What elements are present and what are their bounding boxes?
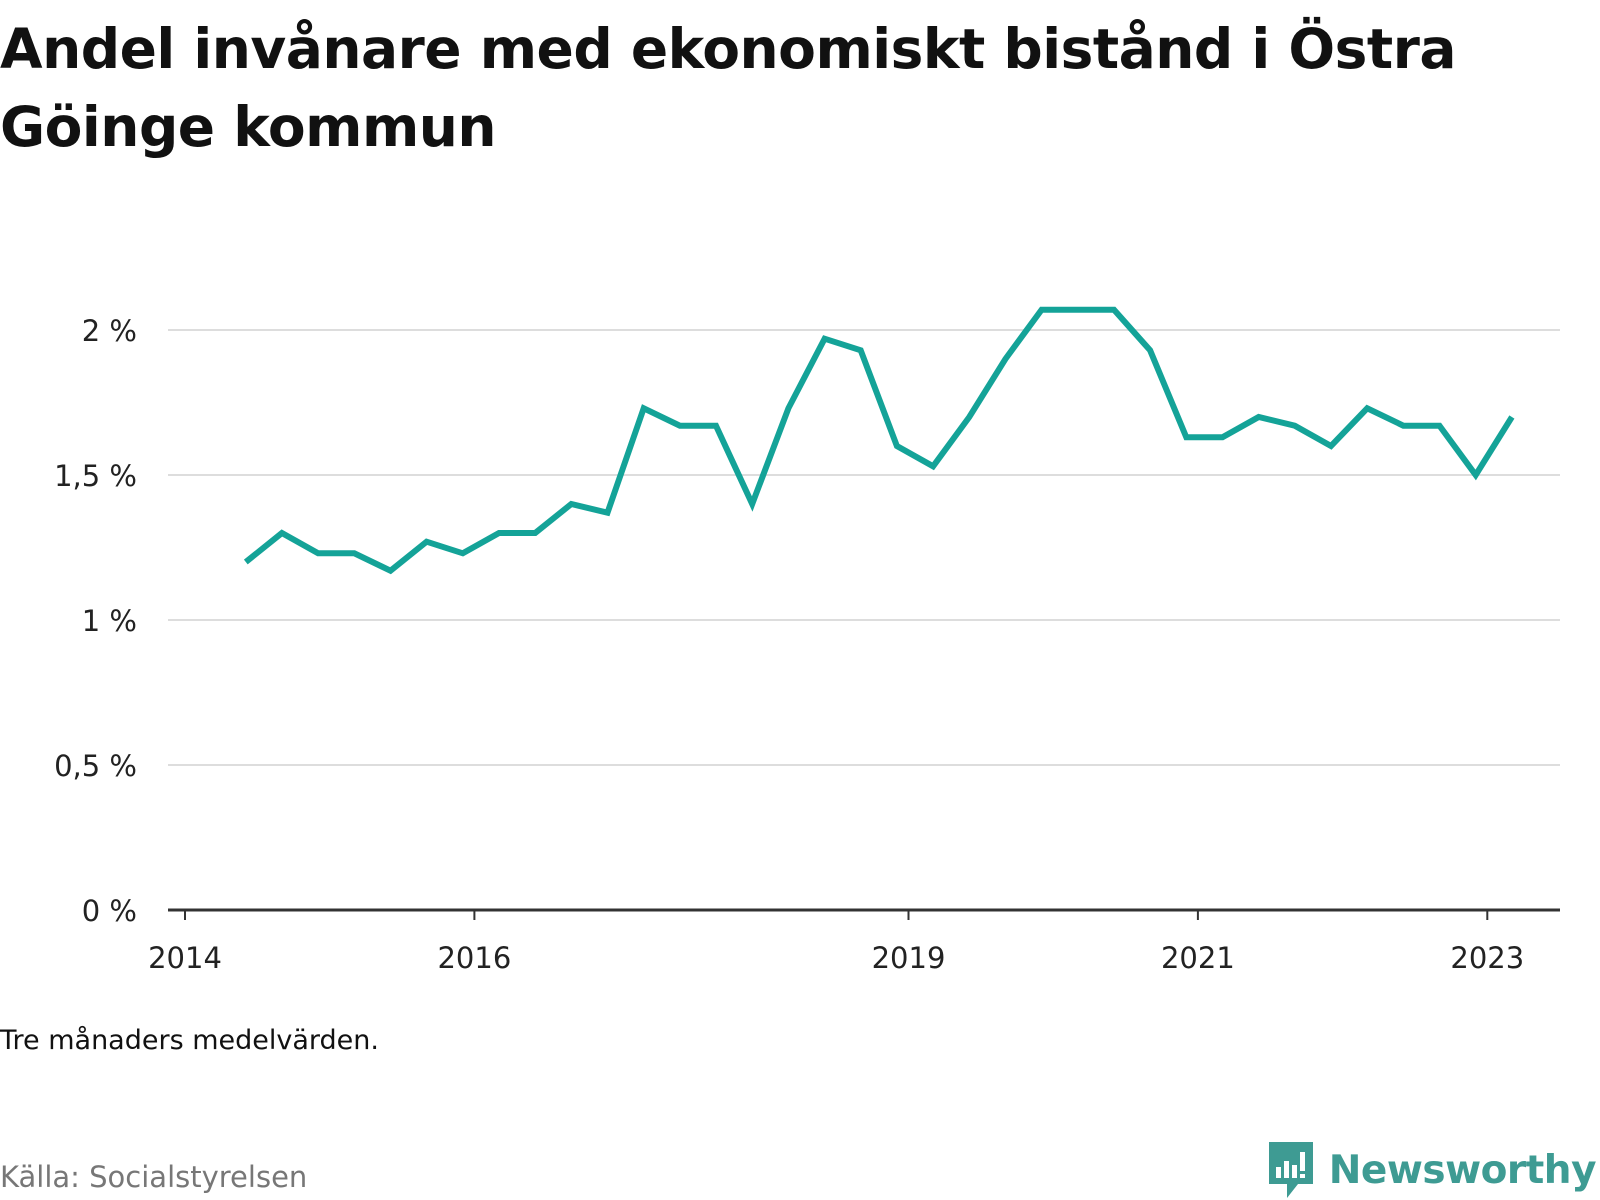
newsworthy-logo-icon bbox=[1268, 1142, 1313, 1198]
data-point bbox=[354, 553, 355, 554]
brand-name: Newsworthy bbox=[1328, 1147, 1597, 1193]
y-tick-label: 2 % bbox=[82, 314, 137, 348]
data-point bbox=[860, 350, 861, 351]
data-point bbox=[426, 541, 427, 542]
data-point bbox=[788, 408, 789, 409]
data-point bbox=[1222, 437, 1223, 438]
chart-title: Andel invånare med ekonomiskt bistånd i … bbox=[0, 17, 1456, 159]
data-point bbox=[390, 570, 391, 571]
chart-note: Tre månaders medelvärden. bbox=[0, 1025, 379, 1056]
data-point bbox=[752, 504, 753, 505]
x-axis-ticks: 2014 2016 2019 2021 2023 bbox=[148, 910, 1524, 975]
series-line bbox=[243, 306, 1515, 575]
x-tick-label: 2023 bbox=[1450, 941, 1524, 975]
y-axis-tick-labels: 0 % 0,5 % 1 % 1,5 % 2 % bbox=[54, 314, 137, 928]
data-point bbox=[933, 466, 934, 467]
x-tick-label: 2019 bbox=[872, 941, 946, 975]
data-point bbox=[1294, 425, 1295, 426]
data-point bbox=[607, 512, 608, 513]
x-tick-label: 2014 bbox=[148, 941, 222, 975]
data-point bbox=[1005, 359, 1006, 360]
data-point bbox=[499, 533, 500, 534]
data-point bbox=[1475, 475, 1476, 476]
data-point bbox=[1511, 417, 1512, 418]
data-point bbox=[1150, 350, 1151, 351]
data-point bbox=[1439, 425, 1440, 426]
brand-logo: Newsworthy bbox=[1267, 1140, 1597, 1200]
y-tick-label: 1 % bbox=[82, 604, 137, 638]
data-point bbox=[281, 533, 282, 534]
gridlines bbox=[168, 329, 1560, 766]
data-point bbox=[1331, 446, 1332, 447]
data-point bbox=[1258, 417, 1259, 418]
data-point bbox=[1077, 309, 1078, 310]
data-point bbox=[643, 408, 644, 409]
source-credit: Källa: Socialstyrelsen bbox=[0, 1160, 308, 1194]
data-point bbox=[1367, 408, 1368, 409]
x-tick-label: 2021 bbox=[1161, 941, 1235, 975]
data-point bbox=[824, 338, 825, 339]
data-point bbox=[1041, 309, 1042, 310]
y-tick-label: 1,5 % bbox=[54, 459, 137, 493]
data-point bbox=[318, 553, 319, 554]
data-point bbox=[535, 533, 536, 534]
y-tick-label: 0,5 % bbox=[54, 749, 137, 783]
data-point bbox=[716, 425, 717, 426]
data-point bbox=[571, 504, 572, 505]
y-tick-label: 0 % bbox=[82, 894, 137, 928]
data-point bbox=[1403, 425, 1404, 426]
data-point bbox=[1186, 437, 1187, 438]
data-point bbox=[1114, 309, 1115, 310]
data-point bbox=[969, 417, 970, 418]
data-point bbox=[245, 562, 246, 563]
line-chart: 0 % 0,5 % 1 % 1,5 % 2 % 2014 2016 2019 2021 2023 bbox=[54, 306, 1560, 975]
x-tick-label: 2016 bbox=[437, 941, 511, 975]
data-point bbox=[679, 425, 680, 426]
data-point bbox=[462, 553, 463, 554]
data-point bbox=[896, 446, 897, 447]
